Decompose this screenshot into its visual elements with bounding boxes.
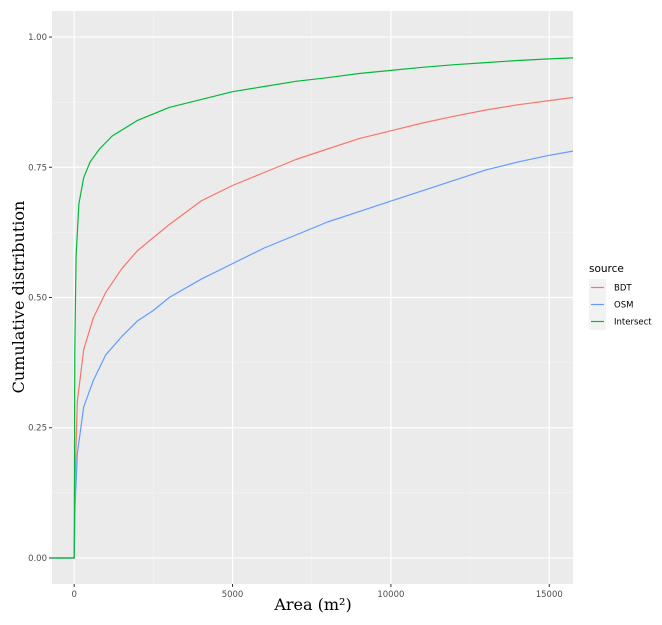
y-tick-label: 0.75 bbox=[28, 163, 47, 173]
x-tick-label: 15000 bbox=[536, 590, 563, 600]
series-lines bbox=[52, 57, 574, 559]
y-tick-label: 0.25 bbox=[28, 424, 47, 434]
x-tick-label: 5000 bbox=[222, 590, 244, 600]
y-axis-title: Cumulative distribution bbox=[9, 201, 28, 394]
legend-title: source bbox=[589, 263, 624, 275]
legend-label-intersect: Intersect bbox=[614, 318, 652, 328]
x-axis-ticks: 0 5000 10000 15000 bbox=[71, 584, 563, 600]
y-tick-label: 0.50 bbox=[28, 294, 47, 304]
x-tick-label: 0 bbox=[71, 590, 76, 600]
x-tick-label: 10000 bbox=[377, 590, 404, 600]
legend: source BDT OSM Intersect bbox=[589, 263, 652, 330]
y-axis-ticks: 0.00 0.25 0.50 0.75 1.00 bbox=[28, 33, 52, 564]
major-gridlines bbox=[52, 11, 573, 584]
series-line-bdt bbox=[52, 96, 574, 559]
legend-label-osm: OSM bbox=[614, 301, 633, 311]
series-line-intersect bbox=[52, 57, 574, 559]
y-tick-label: 0.00 bbox=[28, 554, 47, 564]
y-tick-label: 1.00 bbox=[28, 33, 47, 43]
x-axis-title: Area (m²) bbox=[273, 595, 351, 614]
series-line-osm bbox=[52, 150, 574, 559]
legend-items: BDT OSM Intersect bbox=[589, 279, 652, 330]
legend-label-bdt: BDT bbox=[614, 284, 632, 294]
